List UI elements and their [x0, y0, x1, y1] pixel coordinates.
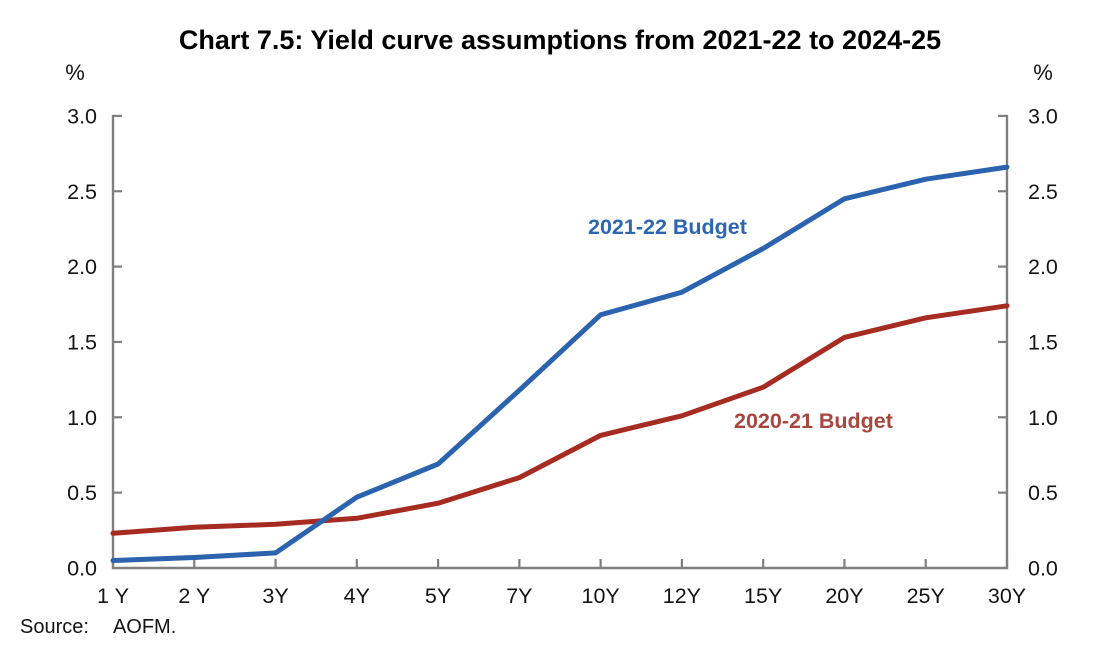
y-axis-label-left: 1.0: [67, 406, 97, 430]
y-axis-label-right: 1.5: [1028, 330, 1058, 354]
y-axis-label-right: 1.0: [1028, 406, 1058, 430]
y-axis-label-left: 2.0: [67, 255, 97, 279]
y-axis-label-right: 0.0: [1028, 557, 1058, 581]
y-axis-label-left: 1.5: [67, 330, 97, 354]
right-axis-unit-label: %: [1033, 60, 1053, 85]
series-line-2020-21-budget: [110, 303, 1010, 536]
y-axis-label-left: 0.5: [67, 481, 97, 505]
y-axis-label-left: 2.5: [67, 180, 97, 204]
x-axis-label: 3Y: [262, 584, 288, 608]
y-axis-label-right: 2.5: [1028, 180, 1058, 204]
source-value: AOFM.: [112, 616, 177, 638]
x-axis-label: 20Y: [825, 584, 863, 608]
y-axis-label-left: 3.0: [67, 104, 97, 128]
x-axis-label: 12Y: [663, 584, 701, 608]
series-label-2020-21-budget: 2020-21 Budget: [734, 409, 893, 433]
x-axis-label: 2 Y: [178, 584, 210, 608]
series-line-2021-22-budget: [110, 164, 1010, 563]
x-axis-label: 30Y: [988, 584, 1026, 608]
y-axis-label-left: 0.0: [67, 557, 97, 581]
x-axis-label: 7Y: [506, 584, 532, 608]
y-axis-label-right: 0.5: [1028, 481, 1058, 505]
x-axis-label: 1 Y: [97, 584, 129, 608]
y-axis-label-right: 2.0: [1028, 255, 1058, 279]
x-axis-label: 4Y: [344, 584, 370, 608]
chart-title: Chart 7.5: Yield curve assumptions from …: [178, 25, 942, 55]
x-axis-label: 10Y: [582, 584, 620, 608]
x-axis-label: 5Y: [425, 584, 451, 608]
x-axis-label: 15Y: [744, 584, 782, 608]
x-axis-label: 25Y: [907, 584, 945, 608]
left-axis-unit-label: %: [65, 60, 85, 85]
y-axis-label-right: 3.0: [1028, 104, 1058, 128]
series-label-2021-22-budget: 2021-22 Budget: [588, 215, 747, 239]
source-note: Source: AOFM.: [20, 616, 176, 639]
axis-frame: [111, 114, 1009, 570]
source-label: Source:: [20, 616, 89, 638]
